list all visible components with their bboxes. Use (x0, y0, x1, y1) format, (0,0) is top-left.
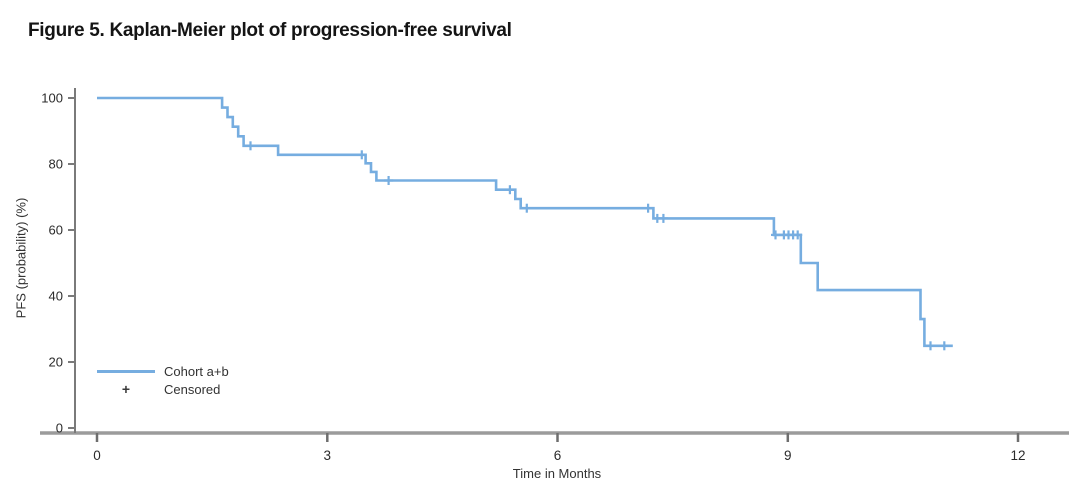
y-tick-label: 80 (49, 157, 63, 172)
legend: Cohort a+b + Censored (97, 362, 229, 398)
legend-censored-label: Censored (164, 381, 221, 397)
legend-row-censored: + Censored (97, 380, 229, 398)
x-tick-label: 9 (784, 448, 792, 463)
legend-plus-swatch: + (97, 381, 155, 397)
y-tick-label: 100 (41, 91, 63, 106)
legend-series-label: Cohort a+b (164, 363, 229, 379)
x-tick-label: 0 (93, 448, 101, 463)
y-tick-label: 60 (49, 223, 63, 238)
y-tick-label: 40 (49, 289, 63, 304)
clipped-axis-text: Time in Months (558, 0, 638, 4)
x-axis-title: Time in Months (512, 466, 602, 481)
x-tick-label: 3 (324, 448, 332, 463)
legend-line-swatch (97, 369, 155, 373)
legend-row-series: Cohort a+b (97, 362, 229, 380)
figure-title: Figure 5. Kaplan-Meier plot of progressi… (28, 20, 512, 41)
plus-marker-icon: + (121, 381, 131, 397)
series-line-sample (97, 369, 155, 373)
y-tick-label: 0 (56, 421, 63, 436)
x-tick-label: 12 (1010, 448, 1025, 463)
y-axis-title: PFS (probability) (%) (13, 197, 29, 319)
km-curve (97, 96, 953, 348)
x-tick-label: 6 (554, 448, 562, 463)
y-tick-label: 20 (49, 355, 63, 370)
